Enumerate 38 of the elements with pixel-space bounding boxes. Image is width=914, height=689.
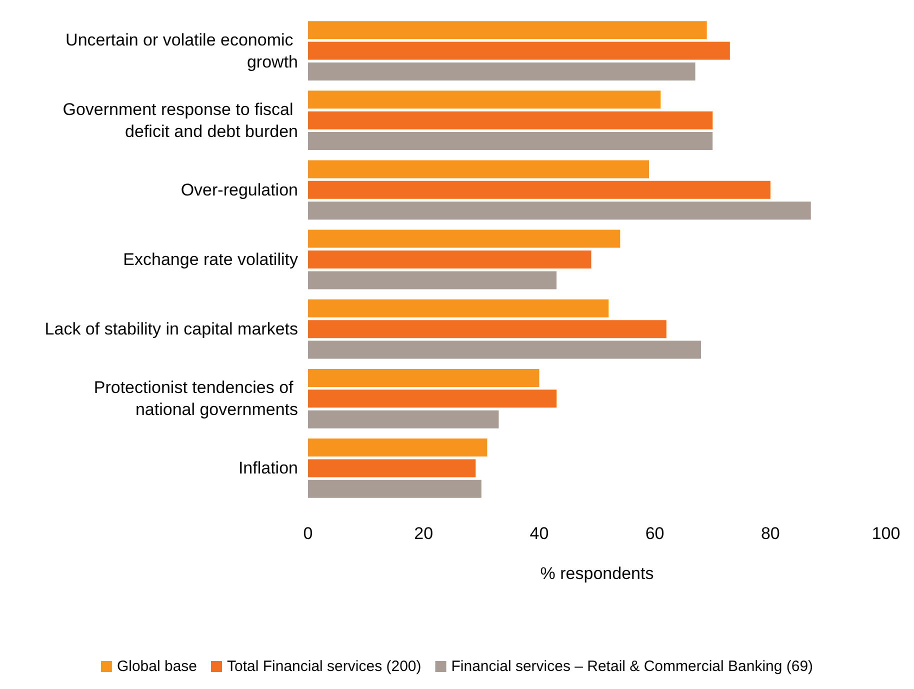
y-tick-label: Government response to fiscal deficit and debt burden <box>62 100 298 141</box>
bar <box>308 390 557 408</box>
bar <box>308 42 730 60</box>
y-tick-label: Protectionist tendencies of national governments <box>94 378 298 420</box>
bar <box>308 368 540 387</box>
y-tick-label: Exchange rate volatility <box>123 250 298 269</box>
legend-label: Total Financial services (200) <box>227 658 422 675</box>
bar <box>308 132 713 150</box>
y-tick-label: Inflation <box>238 458 298 478</box>
y-tick-label: Uncertain or volatile economic growth <box>66 30 298 72</box>
x-tick-label: 40 <box>530 524 549 543</box>
bar <box>308 202 811 220</box>
bar <box>308 320 666 338</box>
bar <box>308 299 609 318</box>
bar <box>308 180 770 199</box>
bar <box>308 438 488 457</box>
bar <box>308 62 696 80</box>
bar <box>308 160 650 178</box>
bar <box>308 111 713 130</box>
y-tick-label: Lack of stability in capital markets <box>44 320 298 339</box>
x-tick-label: 80 <box>760 524 780 543</box>
x-axis-title: % respondents <box>540 564 654 583</box>
bar <box>308 250 592 268</box>
x-tick-label: 0 <box>303 524 313 543</box>
bar <box>308 90 661 109</box>
legend-label: Global base <box>116 658 198 675</box>
x-tick-label: 60 <box>645 524 664 543</box>
x-tick-label: 20 <box>414 524 434 543</box>
bar <box>308 340 702 359</box>
bar <box>308 459 476 478</box>
bar <box>308 230 620 248</box>
bar <box>308 410 499 428</box>
bar <box>308 480 482 498</box>
x-tick-label: 100 <box>872 524 900 543</box>
bar <box>308 271 557 290</box>
y-tick-label: Over-regulation <box>180 180 298 200</box>
bar <box>308 21 707 40</box>
legend-label: Financial services – Retail & Commercial Banking (69) <box>451 658 814 675</box>
